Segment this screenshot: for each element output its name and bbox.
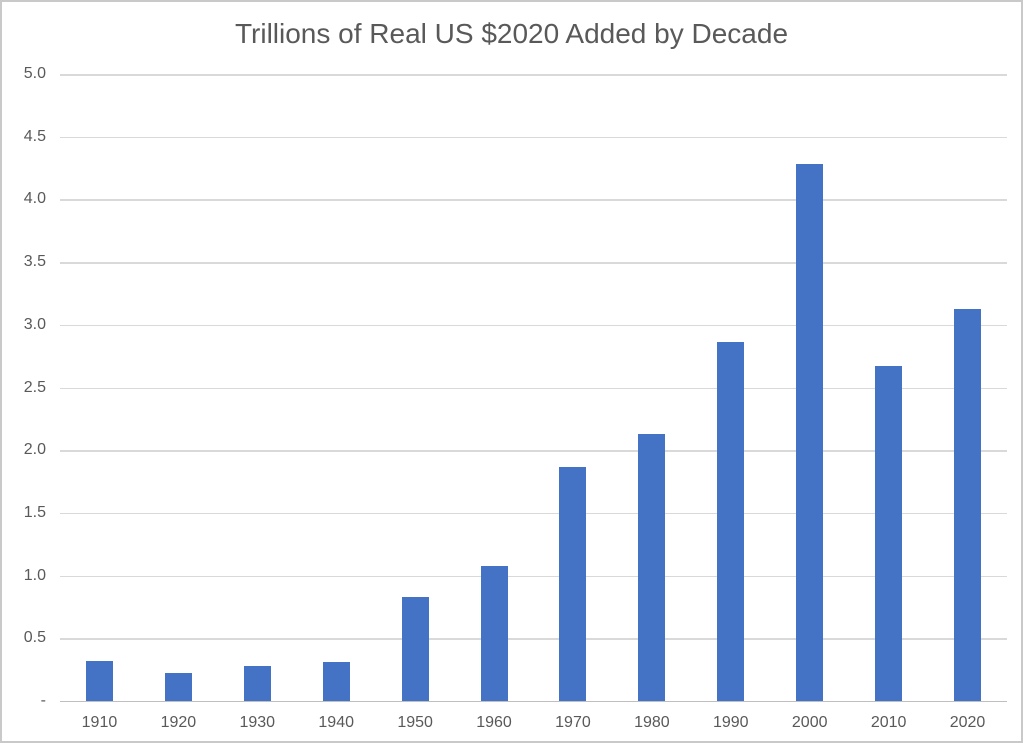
bar-1990 — [717, 342, 745, 701]
x-axis-line — [60, 700, 1007, 702]
x-tick-label-2000: 2000 — [791, 714, 828, 731]
gridline — [60, 199, 1007, 201]
bar-2000 — [796, 164, 824, 701]
gridline — [60, 136, 1007, 139]
gridline — [60, 575, 1007, 578]
bar-1940 — [322, 662, 350, 701]
bar-1910 — [85, 660, 113, 701]
y-tick-label: 3.0 — [23, 315, 46, 333]
x-tick-label-1980: 1980 — [634, 714, 670, 731]
y-tick-label: 2.0 — [23, 441, 46, 459]
gridline — [60, 512, 1007, 515]
y-tick-label: 4.0 — [23, 190, 46, 208]
bar-1970 — [559, 466, 587, 701]
x-tick-label-1950: 1950 — [397, 714, 433, 731]
bar-2010 — [875, 366, 903, 701]
x-tick-label-1910: 1910 — [81, 714, 118, 731]
y-tick-label: 0.5 — [23, 629, 46, 647]
x-tick-label-2010: 2010 — [870, 714, 907, 731]
plot-area — [60, 74, 1007, 702]
y-tick-label: 3.5 — [23, 253, 46, 271]
x-tick-label-2020: 2020 — [949, 714, 986, 731]
bar-1950 — [401, 596, 429, 701]
y-tick-label: - — [40, 692, 46, 709]
y-tick-label: 1.5 — [23, 503, 46, 521]
y-tick-label: 5.0 — [23, 65, 46, 82]
gridline — [60, 638, 1007, 640]
gridline — [60, 262, 1007, 264]
bar-2020 — [954, 308, 982, 701]
y-tick-label: 2.5 — [23, 378, 46, 396]
x-tick-label-1940: 1940 — [318, 714, 354, 731]
bar-1960 — [480, 565, 508, 701]
chart-title: Trillions of Real US $2020 Added by Deca… — [234, 18, 789, 49]
y-tick-label: 4.5 — [23, 127, 46, 145]
bar-1930 — [243, 665, 271, 701]
gridline — [60, 324, 1007, 327]
bar-1980 — [638, 433, 666, 701]
x-tick-label-1920: 1920 — [160, 714, 197, 731]
gridline — [60, 74, 1007, 76]
gridline — [60, 387, 1007, 389]
y-tick-label: 1.0 — [23, 566, 46, 584]
x-tick-label-1960: 1960 — [476, 714, 512, 731]
bar-1920 — [164, 673, 192, 701]
gridline — [60, 450, 1007, 452]
x-tick-label-1930: 1930 — [239, 714, 276, 731]
x-tick-label-1990: 1990 — [712, 714, 749, 731]
x-tick-label-1970: 1970 — [555, 714, 591, 731]
